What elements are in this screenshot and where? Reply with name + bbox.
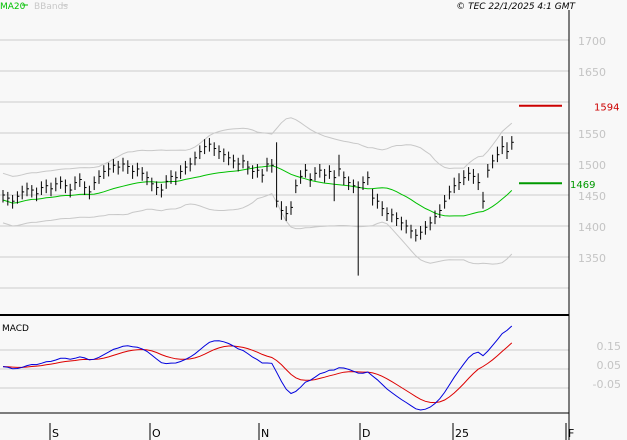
x-tick-label: F — [568, 427, 574, 440]
price-tick-label: 1500 — [578, 159, 606, 172]
bbands-upper-line — [2, 117, 513, 177]
price-tick-label: 1550 — [578, 128, 606, 141]
macd-line — [2, 325, 513, 411]
marker-label: 1594 — [594, 103, 619, 114]
x-tick-label: 25 — [455, 427, 469, 440]
macd-tick-label: 0.15 — [597, 340, 622, 353]
legend-bbands: BBands — [34, 2, 68, 12]
copyright: © TEC 22/1/2025 4:1 GMT — [456, 2, 576, 12]
price-tick-label: 1450 — [578, 190, 606, 203]
price-tick-label: 1700 — [578, 35, 606, 48]
macd-signal-line — [2, 342, 513, 404]
macd-tick-label: 0.05 — [597, 359, 622, 372]
macd-tick-label: -0.05 — [593, 378, 621, 391]
bbands-lower-line — [2, 192, 513, 265]
x-tick-label: O — [152, 427, 161, 440]
x-tick-label: D — [362, 427, 370, 440]
x-tick-label: N — [261, 427, 269, 440]
legend-ma20: MA20 — [0, 2, 26, 12]
price-tick-label: 1400 — [578, 221, 606, 234]
macd-label: MACD — [2, 324, 29, 334]
price-tick-label: 1650 — [578, 66, 606, 79]
x-tick-label: S — [52, 427, 59, 440]
marker-label: 1469 — [570, 180, 595, 191]
price-tick-label: 1350 — [578, 252, 606, 265]
